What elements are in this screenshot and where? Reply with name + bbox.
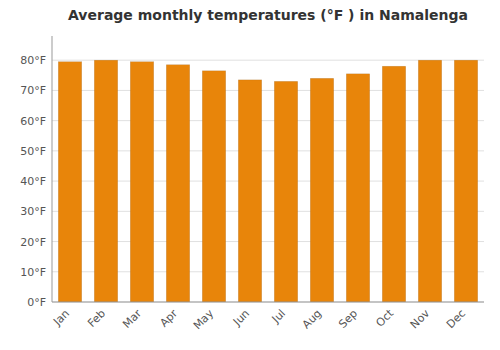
bar	[310, 78, 333, 302]
x-axis: Jan Feb Mar Apr May Jun Jul Aug Sep Oct Nov Dec	[50, 306, 468, 332]
page: {"chart_data": {"type": "bar", "title": …	[0, 0, 500, 350]
title: Average monthly temperatures (°F ) in Na…	[68, 7, 468, 23]
x-tick-label: Sep	[336, 307, 360, 331]
bar	[94, 60, 117, 302]
y-axis: 0°F 10°F 20°F 30°F 40°F 50°F 60°F 70°F 80°F	[20, 54, 46, 309]
y-tick-label: 20°F	[20, 236, 46, 249]
grid-line	[52, 302, 484, 303]
x-tick-label: Feb	[85, 307, 108, 330]
y-axis-line	[52, 36, 53, 302]
y-tick-label: 50°F	[20, 145, 46, 158]
bar	[166, 65, 189, 302]
y-tick-label: 70°F	[20, 84, 46, 97]
bars	[58, 60, 477, 302]
bar	[382, 66, 405, 302]
chart: Average monthly temperatures (°F ) in Na…	[0, 0, 500, 350]
y-tick-label: 40°F	[20, 175, 46, 188]
x-tick-label: Nov	[408, 307, 433, 332]
x-tick-label: Apr	[157, 307, 180, 330]
bar	[238, 80, 261, 302]
y-tick-label: 0°F	[27, 296, 46, 309]
x-tick-label: Mar	[120, 307, 144, 331]
x-tick-label: Aug	[300, 307, 324, 331]
chart-container: Average monthly temperatures (°F ) in Na…	[0, 0, 500, 350]
x-tick-label: Dec	[444, 307, 468, 331]
bar	[346, 74, 369, 302]
y-tick-label: 80°F	[20, 54, 46, 67]
y-tick-label: 10°F	[20, 266, 46, 279]
grid	[52, 60, 484, 302]
x-axis-line	[52, 302, 484, 303]
bar	[202, 71, 225, 302]
x-tick-label: Oct	[373, 306, 396, 329]
x-tick-label: May	[191, 307, 217, 333]
y-tick-label: 30°F	[20, 205, 46, 218]
bar	[58, 62, 81, 302]
x-tick-label: Jul	[269, 307, 288, 326]
bar	[274, 81, 297, 302]
x-tick-label: Jun	[230, 307, 252, 329]
y-tick-label: 60°F	[20, 115, 46, 128]
bar	[418, 60, 441, 302]
x-tick-label: Jan	[50, 307, 72, 329]
bar	[454, 60, 477, 302]
bar	[130, 62, 153, 302]
